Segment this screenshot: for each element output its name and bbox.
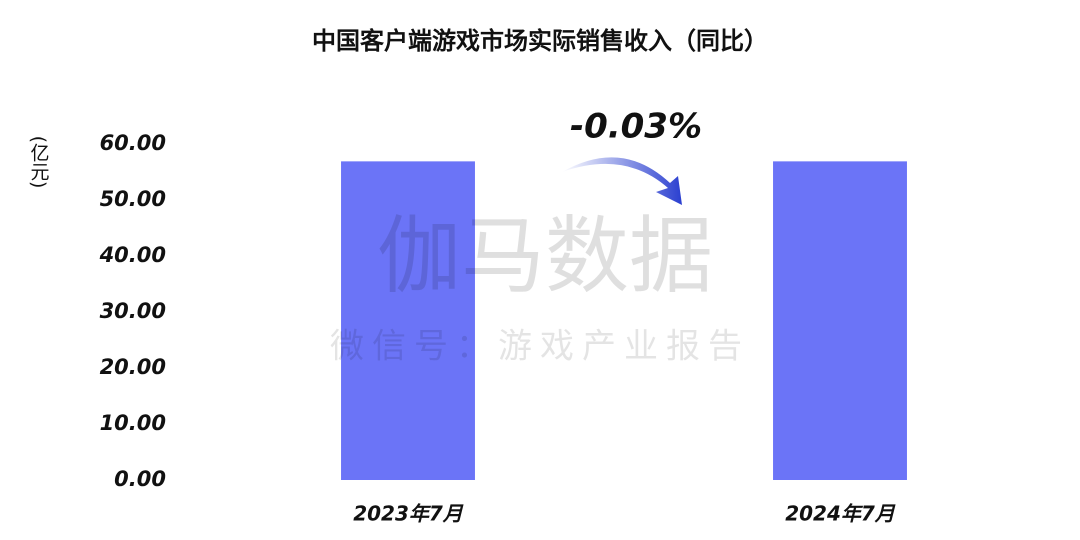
y-tick-label: 30.00	[100, 299, 166, 323]
bars	[341, 161, 907, 481]
y-tick-label: 10.00	[100, 411, 166, 435]
y-tick-label: 50.00	[100, 187, 166, 211]
bar	[341, 161, 475, 481]
watermark-title: 伽马数据	[377, 207, 713, 305]
bar	[773, 161, 907, 481]
annotation: -0.03%	[570, 107, 702, 147]
y-tick-label: 0.00	[114, 467, 166, 491]
y-tick-label: 20.00	[100, 355, 166, 379]
y-axis-label: (亿元)	[28, 136, 50, 189]
x-tick-label: 2024年7月	[785, 502, 896, 526]
y-tick-label: 60.00	[100, 131, 166, 155]
y-tick-label: 40.00	[99, 243, 166, 267]
change-arrow	[562, 157, 682, 205]
chart-title: 中国客户端游戏市场实际销售收入（同比）	[312, 27, 768, 55]
watermark-subtitle: 微信号：游戏产业报告	[330, 327, 750, 367]
x-tick-label: 2023年7月	[353, 502, 464, 526]
